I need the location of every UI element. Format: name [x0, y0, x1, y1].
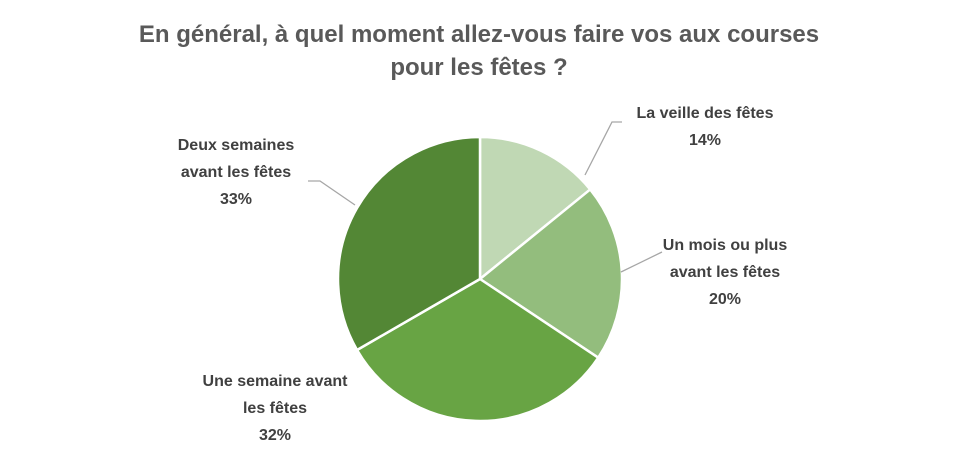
leader-line-1	[584, 121, 622, 176]
leader-line-4	[308, 180, 356, 206]
data-label-text: Une semaine avant	[203, 373, 349, 390]
pie-slice-3	[355, 277, 600, 423]
data-label-value: 20%	[709, 291, 741, 308]
data-label-value: 14%	[689, 132, 721, 149]
data-label-text: La veille des fêtes	[637, 105, 774, 122]
leader-line-2	[620, 251, 663, 273]
data-label-text: les fêtes	[243, 400, 307, 417]
data-label-text: avant les fêtes	[181, 164, 291, 181]
data-label-value: 32%	[259, 427, 291, 444]
pie-slice-1	[478, 135, 592, 281]
chart-title-line-2: pour les fêtes ?	[390, 54, 568, 81]
data-label-text: avant les fêtes	[670, 264, 780, 281]
data-label-4: Deux semaines avant les fêtes 33%	[178, 137, 295, 208]
data-label-value: 33%	[220, 191, 252, 208]
data-label-3: Une semaine avant les fêtes 32%	[203, 373, 349, 444]
data-label-2: Un mois ou plus avant les fêtes 20%	[663, 237, 788, 308]
data-label-text: Deux semaines	[178, 137, 295, 154]
data-label-1: La veille des fêtes 14%	[637, 105, 774, 149]
chart-title-line-1: En général, à quel moment allez-vous fai…	[138, 21, 820, 48]
data-label-text: Un mois ou plus	[663, 237, 788, 254]
pie-slice-4	[336, 135, 482, 352]
chart-title: En général, à quel moment allez-vous fai…	[0, 18, 958, 84]
